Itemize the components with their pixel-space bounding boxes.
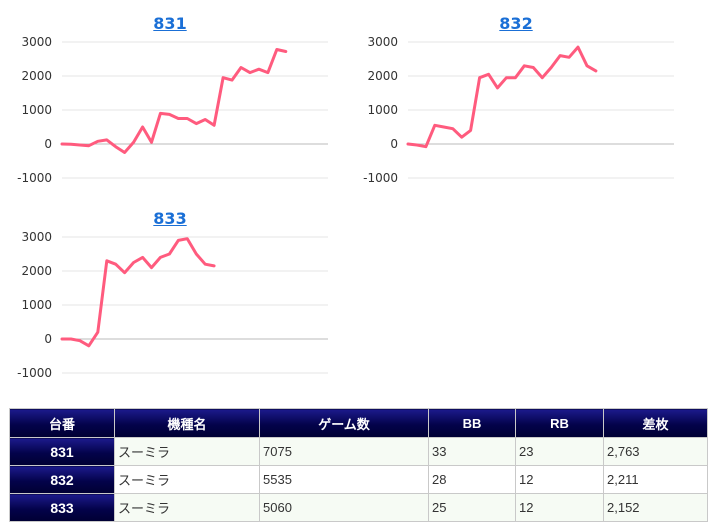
- table-row: 833 スーミラ 5060 25 12 2,152: [9, 493, 708, 522]
- y-tick-label: 0: [44, 137, 52, 151]
- rb-cell: 23: [515, 437, 604, 466]
- series-line: [60, 237, 216, 348]
- y-tick-label: 0: [390, 137, 398, 151]
- line-chart: 3000 2000 1000 0 -1000: [363, 35, 674, 185]
- rb-cell: 12: [515, 465, 604, 494]
- chart-title-link[interactable]: 833: [153, 209, 187, 228]
- y-tick-label: 3000: [21, 35, 52, 49]
- difference-cell: 2,152: [603, 493, 708, 522]
- bb-cell: 33: [428, 437, 516, 466]
- y-tick-label: 1000: [21, 298, 52, 312]
- bb-cell: 28: [428, 465, 516, 494]
- y-tick-label: 3000: [21, 230, 52, 244]
- line-chart: 3000 2000 1000 0 -1000: [17, 230, 328, 380]
- y-tick-label: 0: [44, 332, 52, 346]
- table-row: 832 スーミラ 5535 28 12 2,211: [9, 465, 708, 494]
- y-tick-label: 1000: [21, 103, 52, 117]
- y-tick-label: 3000: [367, 35, 398, 49]
- chart-832: 832 3000 2000 1000 0 -1000: [356, 14, 676, 204]
- game-count-cell: 7075: [259, 437, 429, 466]
- chart-833: 833 3000 2000 1000 0 -1000: [10, 209, 330, 399]
- y-tick-label: -1000: [17, 366, 52, 380]
- table-header-row: 台番 機種名 ゲーム数 BB RB 差枚: [9, 408, 708, 438]
- unit-number-cell: 831: [9, 437, 115, 466]
- unit-number-cell: 833: [9, 493, 115, 522]
- header-rb: RB: [515, 408, 604, 438]
- table-row: 831 スーミラ 7075 33 23 2,763: [9, 437, 708, 466]
- header-difference: 差枚: [603, 408, 708, 438]
- machine-name-cell: スーミラ: [114, 437, 260, 466]
- rb-cell: 12: [515, 493, 604, 522]
- y-tick-label: 2000: [21, 69, 52, 83]
- header-bb: BB: [428, 408, 516, 438]
- difference-cell: 2,211: [603, 465, 708, 494]
- y-tick-label: -1000: [363, 171, 398, 185]
- bb-cell: 25: [428, 493, 516, 522]
- y-tick-label: 2000: [21, 264, 52, 278]
- chart-title-link[interactable]: 832: [499, 14, 533, 33]
- series-line: [406, 45, 598, 149]
- machine-name-cell: スーミラ: [114, 493, 260, 522]
- chart-831: 831 3000 2000 1000 0 -1000: [10, 14, 330, 204]
- y-tick-label: -1000: [17, 171, 52, 185]
- header-unit-number: 台番: [9, 408, 115, 438]
- game-count-cell: 5060: [259, 493, 429, 522]
- difference-cell: 2,763: [603, 437, 708, 466]
- line-chart: 3000 2000 1000 0 -1000: [17, 35, 328, 185]
- header-game-count: ゲーム数: [259, 408, 429, 438]
- game-count-cell: 5535: [259, 465, 429, 494]
- machine-data-table: 台番 機種名 ゲーム数 BB RB 差枚 831 スーミラ 7075 33 23…: [9, 408, 708, 522]
- y-tick-label: 2000: [367, 69, 398, 83]
- machine-name-cell: スーミラ: [114, 465, 260, 494]
- series-line: [60, 48, 288, 154]
- y-tick-label: 1000: [367, 103, 398, 117]
- header-machine-name: 機種名: [114, 408, 260, 438]
- chart-title-link[interactable]: 831: [153, 14, 187, 33]
- unit-number-cell: 832: [9, 465, 115, 494]
